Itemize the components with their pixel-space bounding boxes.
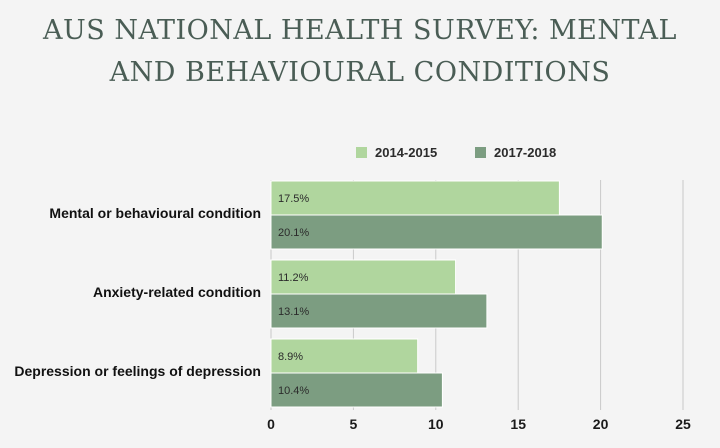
x-tick-label: 5: [350, 416, 358, 432]
category-label: Depression or feelings of depression: [14, 363, 261, 379]
bar: [270, 338, 419, 374]
legend-swatch: [356, 147, 367, 158]
bar: [270, 214, 603, 250]
bar: [270, 293, 488, 329]
x-tick-label: 25: [675, 416, 691, 432]
legend-label: 2017-2018: [494, 145, 556, 160]
x-tick-label: 0: [267, 416, 275, 432]
x-tick-label: 10: [428, 416, 444, 432]
bar: [270, 180, 560, 216]
bar: [270, 372, 443, 408]
chart-title-line-2: AND BEHAVIOURAL CONDITIONS: [109, 57, 611, 88]
data-label: 10.4%: [278, 385, 309, 397]
category-label: Mental or behavioural condition: [49, 205, 261, 221]
x-tick-label: 20: [593, 416, 609, 432]
bar: [270, 259, 457, 295]
chart-title-line-1: AUS NATIONAL HEALTH SURVEY: MENTAL: [43, 15, 677, 46]
category-label: Anxiety-related condition: [93, 284, 261, 300]
chart-title: AUS NATIONAL HEALTH SURVEY: MENTAL AND B…: [0, 10, 720, 94]
data-label: 11.2%: [278, 272, 309, 284]
x-tick-label: 15: [510, 416, 526, 432]
data-label: 8.9%: [278, 351, 303, 363]
legend-swatch: [475, 147, 486, 158]
legend-label: 2014-2015: [375, 145, 437, 160]
data-label: 13.1%: [278, 306, 309, 318]
data-label: 20.1%: [278, 227, 309, 239]
data-label: 17.5%: [278, 193, 309, 205]
